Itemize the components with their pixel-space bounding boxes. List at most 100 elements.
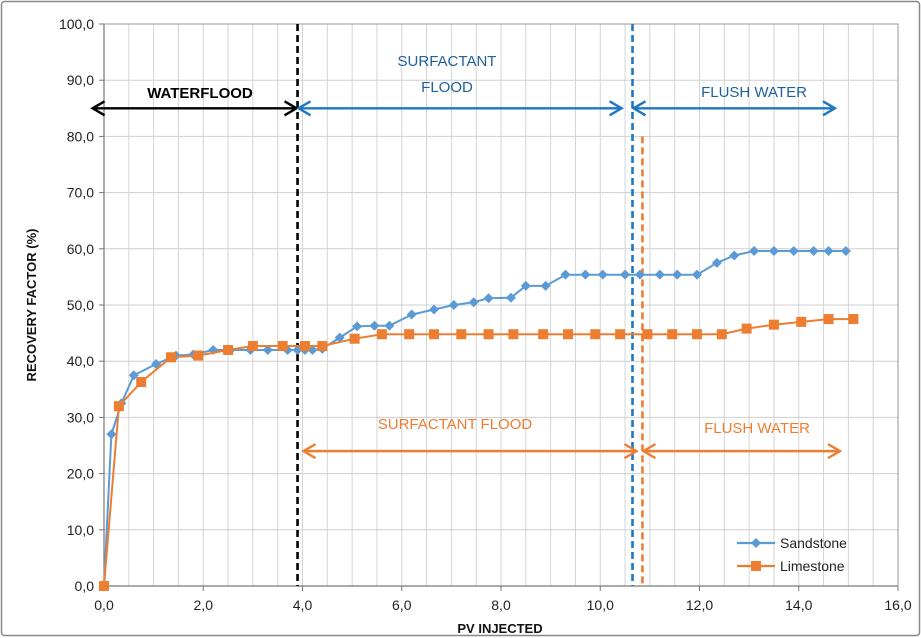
- data-point-limestone: [277, 341, 288, 352]
- data-point-sandstone: [520, 280, 531, 291]
- data-point-sandstone: [406, 309, 417, 320]
- data-point-sandstone: [711, 257, 722, 268]
- annotation-surfactant-top-2: FLOOD: [421, 79, 473, 96]
- annotation-waterflood: WATERFLOOD: [147, 85, 253, 102]
- data-point-limestone: [716, 329, 727, 340]
- annotation-surfactant-top-1: SURFACTANT: [398, 53, 497, 70]
- y-axis-title: RECOVERY FACTOR (%): [24, 229, 39, 382]
- reference-lines: [296, 24, 644, 586]
- legend-label-sandstone: Sandstone: [780, 535, 847, 551]
- y-tick-label: 90,0: [67, 72, 94, 88]
- data-point-sandstone: [597, 269, 608, 280]
- phase-arrow-3: [301, 443, 639, 460]
- data-point-limestone: [538, 329, 549, 340]
- data-point-limestone: [247, 341, 258, 352]
- data-point-limestone: [562, 329, 573, 340]
- data-point-sandstone: [580, 269, 591, 280]
- data-point-limestone: [642, 329, 653, 340]
- phase-arrow-head-left: [301, 443, 317, 460]
- x-axis-title: PV INJECTED: [457, 621, 542, 636]
- data-point-sandstone: [808, 246, 819, 257]
- data-point-sandstone: [334, 332, 345, 343]
- data-point-limestone: [193, 350, 204, 361]
- data-point-limestone: [741, 323, 752, 334]
- annotation-surfactant-bottom: SURFACTANT FLOOD: [378, 416, 533, 433]
- y-tick-label: 20,0: [67, 466, 94, 482]
- phase-arrow-head-right: [623, 443, 639, 460]
- data-point-limestone: [429, 329, 440, 340]
- data-point-sandstone: [468, 297, 479, 308]
- phase-arrow-head-right: [827, 443, 843, 460]
- data-point-limestone: [299, 341, 310, 352]
- data-point-sandstone: [448, 300, 459, 310]
- phase-arrow-head-right: [608, 100, 624, 117]
- legend-label-limestone: Limestone: [780, 558, 845, 574]
- data-point-sandstone: [620, 269, 631, 280]
- annotation-flush-water-bottom: FLUSH WATER: [704, 420, 810, 437]
- phase-arrow-2: [631, 100, 838, 117]
- data-point-sandstone: [483, 293, 494, 304]
- data-point-sandstone: [729, 250, 740, 261]
- data-point-sandstone: [352, 321, 363, 332]
- x-tick-label: 14,0: [785, 597, 812, 613]
- data-point-limestone: [483, 329, 494, 340]
- y-tick-label: 60,0: [67, 241, 94, 257]
- legend: Sandstone Limestone: [737, 535, 847, 574]
- x-tick-label: 8,0: [491, 597, 511, 613]
- x-tick-label: 6,0: [392, 597, 412, 613]
- data-point-sandstone: [672, 269, 683, 280]
- phase-arrow-1: [296, 100, 624, 117]
- phase-arrow-head-left: [296, 100, 312, 117]
- data-series: [99, 246, 859, 591]
- x-tick-label: 0,0: [94, 597, 114, 613]
- y-tick-label: 10,0: [67, 522, 94, 538]
- phase-arrows: [90, 100, 843, 460]
- data-point-sandstone: [692, 269, 703, 280]
- data-point-sandstone: [384, 320, 395, 331]
- grid-lines: [104, 23, 898, 586]
- phase-arrow-head-right: [822, 100, 838, 117]
- legend-marker-limestone: [751, 561, 761, 571]
- data-point-limestone: [692, 329, 703, 340]
- data-point-sandstone: [369, 320, 380, 331]
- data-point-sandstone: [634, 269, 645, 280]
- data-point-sandstone: [788, 246, 799, 257]
- data-point-limestone: [317, 341, 328, 352]
- y-tick-label: 80,0: [67, 128, 94, 144]
- data-point-limestone: [136, 376, 147, 387]
- data-point-limestone: [223, 344, 234, 355]
- data-point-sandstone: [560, 269, 571, 280]
- data-point-sandstone: [505, 292, 516, 303]
- data-point-limestone: [349, 333, 360, 344]
- data-point-limestone: [590, 329, 601, 340]
- x-tick-label: 2,0: [194, 597, 214, 613]
- data-point-limestone: [796, 316, 807, 327]
- phase-arrow-4: [641, 443, 843, 460]
- legend-marker-sandstone: [751, 538, 761, 548]
- axes: 0,0 10,0 20,0 30,0 40,0 50,0 60,0 70,0 80,0 90,0 1…: [59, 16, 912, 613]
- data-point-limestone: [165, 352, 176, 363]
- data-point-sandstone: [654, 269, 665, 280]
- data-point-limestone: [848, 314, 859, 325]
- data-point-sandstone: [106, 429, 117, 440]
- y-tick-label: 50,0: [67, 297, 94, 313]
- y-tick-label: 40,0: [67, 353, 94, 369]
- data-point-limestone: [113, 401, 124, 412]
- data-point-sandstone: [540, 280, 551, 291]
- data-point-limestone: [823, 314, 834, 325]
- data-point-sandstone: [768, 246, 779, 257]
- data-point-limestone: [456, 329, 467, 340]
- x-tick-label: 16,0: [884, 597, 911, 613]
- y-tick-label: 70,0: [67, 185, 94, 201]
- phase-arrow-head-left: [641, 443, 657, 460]
- data-point-limestone: [508, 329, 519, 340]
- data-point-limestone: [615, 329, 626, 340]
- data-point-sandstone: [262, 344, 273, 355]
- data-point-limestone: [99, 581, 109, 591]
- x-tick-label: 4,0: [293, 597, 313, 613]
- y-tick-label: 0,0: [75, 578, 95, 594]
- annotation-flush-water-top: FLUSH WATER: [701, 84, 807, 101]
- data-point-limestone: [768, 319, 779, 330]
